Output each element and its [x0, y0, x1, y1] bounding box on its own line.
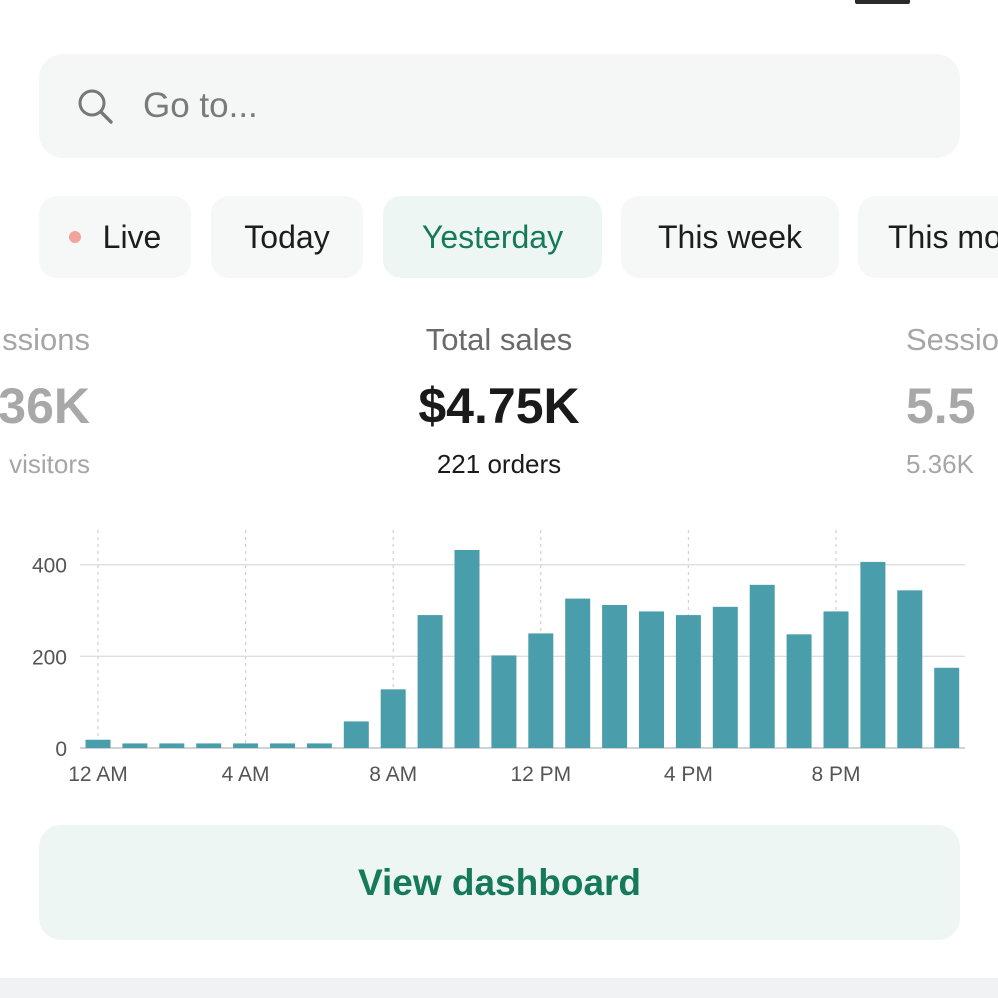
chart-bar[interactable] — [602, 605, 628, 748]
y-tick-label: 200 — [32, 646, 67, 669]
chart-bar[interactable] — [196, 743, 222, 748]
chart-bar[interactable] — [786, 634, 812, 748]
metric-total-sales[interactable]: Total sales $4.75K 221 orders — [349, 320, 649, 482]
chart-bar[interactable] — [233, 743, 259, 748]
chart-bar[interactable] — [380, 689, 406, 748]
metric-label: Total sales — [425, 322, 573, 357]
chart-bar[interactable] — [675, 615, 701, 748]
bottom-divider — [0, 978, 998, 998]
chart-bar[interactable] — [860, 561, 886, 748]
status-bar-fragment — [855, 0, 910, 4]
chart-bar[interactable] — [417, 615, 443, 748]
tab-this-month[interactable]: This mo — [858, 196, 998, 278]
chart-bar[interactable] — [528, 633, 554, 748]
chart-bar[interactable] — [122, 743, 148, 748]
metric-sessions-right[interactable]: Sessio 5.5 5.36K — [906, 320, 998, 482]
metric-label: Sessio — [906, 322, 998, 357]
chart-bar[interactable] — [159, 743, 185, 748]
metric-value: 36K — [0, 378, 90, 434]
tab-live[interactable]: Live — [39, 196, 191, 278]
chart-bar[interactable] — [823, 611, 849, 748]
tab-label: Yesterday — [421, 218, 564, 255]
chart-bar[interactable] — [270, 743, 295, 748]
metric-sub: 221 orders — [436, 449, 562, 479]
metric-value: $4.75K — [418, 378, 580, 434]
tab-label: Today — [244, 218, 330, 255]
chart-bar[interactable] — [639, 611, 664, 748]
chart-bar[interactable] — [491, 655, 517, 748]
metric-sub: visitors — [9, 449, 90, 479]
x-tick-label: 4 PM — [664, 763, 713, 786]
metric-sessions-left[interactable]: ssions 36K visitors — [0, 320, 90, 482]
tab-label: This week — [657, 218, 803, 255]
y-tick-label: 0 — [55, 738, 67, 761]
chart-bar[interactable] — [897, 590, 923, 748]
metric-value: 5.5 — [906, 378, 976, 434]
x-tick-label: 4 AM — [222, 763, 270, 786]
tab-label: This mo — [888, 218, 998, 255]
chart-bar[interactable] — [749, 584, 775, 748]
date-range-tabs: Live Today Yesterday This week This mo — [39, 196, 998, 278]
x-tick-label: 8 PM — [811, 763, 860, 786]
tab-yesterday[interactable]: Yesterday — [383, 196, 602, 278]
tab-this-week[interactable]: This week — [621, 196, 839, 278]
x-tick-label: 8 AM — [369, 763, 417, 786]
x-tick-label: 12 AM — [68, 763, 128, 786]
x-tick-label: 12 PM — [510, 763, 571, 786]
chart-bar[interactable] — [565, 598, 591, 748]
live-dot-icon — [68, 231, 81, 243]
sales-bar-chart[interactable]: 0 200 400 12 AM 4 AM 8 AM 12 PM 4 PM 8 PM — [0, 520, 998, 800]
tab-label: Live — [102, 218, 162, 255]
search-input[interactable] — [143, 54, 903, 158]
metric-sub: 5.36K — [906, 449, 974, 479]
view-dashboard-button[interactable]: View dashboard — [39, 825, 960, 940]
chart-bar[interactable] — [712, 606, 738, 748]
metric-label: ssions — [2, 322, 90, 357]
search-icon — [78, 89, 113, 124]
chart-bar[interactable] — [306, 743, 332, 748]
chart-bar[interactable] — [343, 721, 369, 748]
chart-bar[interactable] — [85, 739, 111, 748]
search-bar[interactable] — [39, 54, 960, 158]
tab-today[interactable]: Today — [211, 196, 363, 278]
chart-bar[interactable] — [934, 667, 960, 748]
y-tick-label: 400 — [32, 555, 67, 578]
chart-bar[interactable] — [454, 550, 480, 748]
